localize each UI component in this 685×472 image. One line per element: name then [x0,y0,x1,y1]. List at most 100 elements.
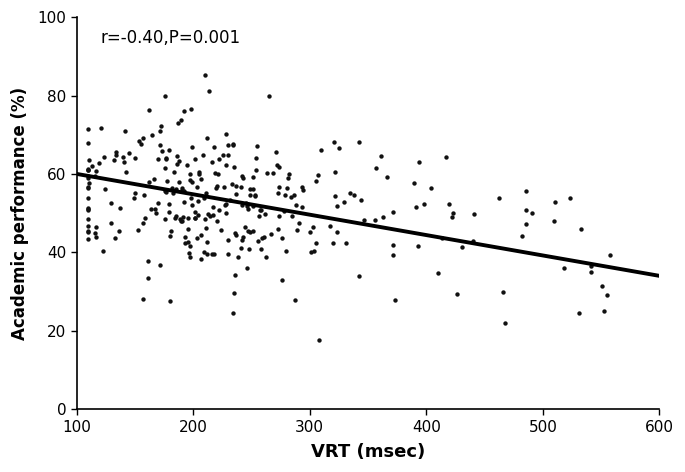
Point [160,215,171,222]
Point [349,192,360,199]
Point [222,152,233,159]
Point [186,194,197,202]
Point [256,246,266,253]
Point [598,308,609,315]
Point [251,143,262,150]
Point [225,197,236,204]
Point [356,196,366,204]
Point [240,223,251,231]
Point [252,237,263,245]
Point [308,224,319,231]
Point [166,228,177,235]
Point [241,264,252,272]
Point [164,146,175,154]
Point [245,191,256,199]
Point [353,272,364,279]
Point [109,234,120,241]
Point [227,310,238,317]
Point [306,248,316,255]
Point [340,240,351,247]
Point [201,250,212,258]
Point [220,130,231,138]
Point [325,222,336,229]
Point [185,243,196,250]
Point [175,215,186,223]
Point [249,192,260,199]
Point [333,144,344,152]
Point [83,166,94,174]
Point [353,138,364,146]
Point [447,210,458,217]
Point [194,169,205,176]
Point [231,231,242,239]
Point [196,231,207,238]
Point [132,227,143,234]
Point [202,210,213,218]
Point [247,173,258,180]
Point [108,156,119,164]
Point [440,153,451,161]
Point [255,206,266,214]
Point [90,167,101,175]
Point [184,253,195,261]
Point [172,152,183,160]
Point [190,215,201,222]
Point [271,148,282,155]
Point [273,183,284,190]
Point [156,122,167,130]
Point [113,227,124,235]
Point [222,236,233,244]
Point [138,135,149,142]
Point [408,179,419,187]
Point [217,151,228,159]
Point [173,178,184,185]
Point [164,201,175,208]
Point [527,210,538,217]
Point [178,188,189,195]
Point [573,310,584,317]
Point [597,282,608,289]
Point [274,212,285,220]
Point [237,236,248,244]
Point [171,185,182,193]
Point [279,191,290,199]
Point [202,135,213,142]
Point [211,182,222,189]
Point [156,147,167,154]
Point [521,206,532,214]
Point [143,178,154,185]
Point [164,233,175,240]
Point [201,238,212,246]
Point [204,212,215,220]
Point [411,203,422,211]
Point [259,210,270,218]
Point [155,261,166,269]
Point [469,211,479,218]
Point [160,93,171,100]
Point [140,215,151,222]
Point [549,218,560,225]
Point [163,209,174,216]
Point [327,239,338,246]
Point [456,244,467,251]
Point [310,239,321,246]
Point [288,191,299,199]
Point [261,169,272,177]
Point [83,174,94,182]
Point [468,237,479,245]
Point [89,172,100,180]
Point [83,228,94,235]
Point [520,187,531,194]
Point [155,142,166,149]
Point [497,288,508,296]
Point [257,234,268,242]
Point [105,199,116,207]
Point [110,152,121,159]
Point [290,296,301,304]
Point [206,158,217,166]
Point [220,201,231,209]
Point [227,180,238,187]
Point [83,222,94,230]
Point [586,269,597,276]
Point [199,215,210,222]
